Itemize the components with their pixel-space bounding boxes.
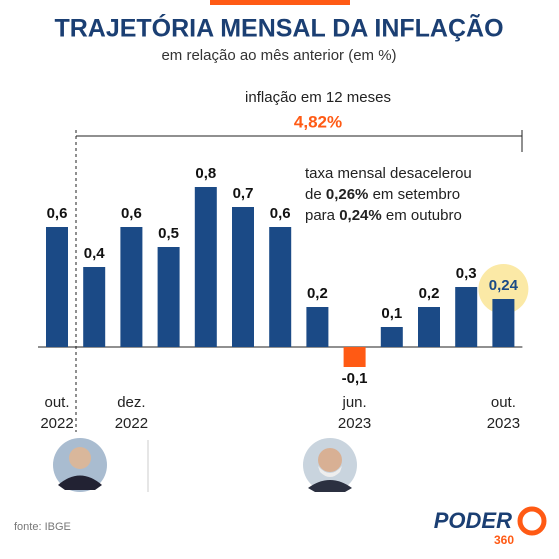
logo-ring: [517, 506, 547, 536]
bar: [343, 347, 366, 367]
x-tick-label: dez. 2022: [115, 394, 148, 432]
bar: [194, 187, 217, 347]
bar: [269, 227, 292, 347]
bar: [46, 227, 68, 347]
value-label: 0,4: [84, 245, 106, 262]
bar: [83, 267, 106, 347]
value-label: 0,6: [121, 205, 142, 222]
note-segment: em outubro: [382, 207, 462, 224]
value-label: -0,1: [342, 370, 368, 387]
value-label: 0,2: [419, 285, 440, 302]
note-segment: taxa mensal desacelerou: [305, 165, 472, 182]
bar: [380, 327, 403, 347]
highlight: [478, 264, 529, 314]
bar: [306, 307, 329, 347]
value-label: 0,6: [47, 205, 68, 222]
x-tick-label: out. 2022: [40, 394, 73, 432]
logo-text: PODER: [434, 508, 512, 533]
note-line: taxa mensal desacelerou: [305, 165, 472, 182]
chart-subtitle: em relação ao mês anterior (em %): [161, 47, 396, 64]
bar: [418, 307, 440, 347]
bar: [120, 227, 143, 347]
annotation-value: 4,82%: [294, 112, 342, 131]
x-tick-label: out. 2023: [487, 394, 520, 432]
top-accent: [210, 0, 350, 5]
bar: [455, 287, 478, 347]
note-segment: para: [305, 207, 339, 224]
value-label: 0,1: [381, 305, 402, 322]
note-line: de 0,26% em setembro: [305, 186, 460, 203]
value-label: 0,5: [158, 225, 179, 242]
bar: [157, 247, 180, 347]
note-segment: em setembro: [368, 186, 460, 203]
value-label: 0,8: [195, 165, 216, 182]
chart-title: TRAJETÓRIA MENSAL DA INFLAÇÃO: [54, 13, 503, 43]
value-label: 0,6: [270, 205, 291, 222]
note-segment: 0,24%: [339, 207, 382, 224]
source: fonte: IBGE: [14, 521, 71, 533]
x-tick-label: jun. 2023: [338, 394, 371, 432]
logo-number: 360: [494, 533, 514, 547]
portrait-left: [53, 438, 107, 492]
note-segment: 0,26%: [326, 186, 369, 203]
note-line: para 0,24% em outubro: [305, 207, 462, 224]
bar: [492, 299, 515, 347]
value-label: 0,3: [456, 265, 477, 282]
portrait-right: [303, 438, 357, 492]
annotation-label: inflação em 12 meses: [245, 89, 391, 106]
value-label: 0,24: [489, 277, 519, 294]
note-segment: de: [305, 186, 326, 203]
bar: [232, 207, 254, 347]
value-label: 0,2: [307, 285, 328, 302]
value-label: 0,7: [233, 185, 254, 202]
